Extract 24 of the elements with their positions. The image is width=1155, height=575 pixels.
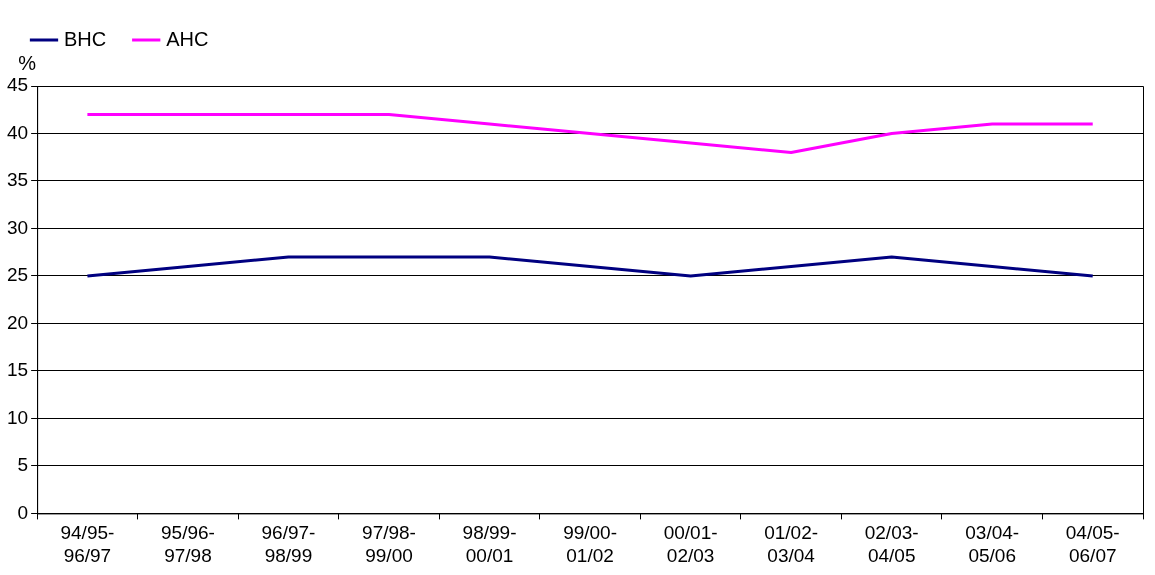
y-tick-label: 25: [6, 264, 29, 286]
x-tick-label: 04/05-06/07: [1065, 522, 1120, 566]
x-tick-label: 98/99-00/01: [462, 522, 517, 566]
x-tick-label: 03/04-05/06: [965, 522, 1020, 566]
y-tick-label: 10: [6, 406, 29, 428]
y-tick-label: 30: [6, 216, 29, 238]
x-tick-label: 00/01-02/03: [663, 522, 718, 566]
y-tick-label: 0: [17, 501, 29, 523]
y-tick-label: 5: [17, 454, 29, 476]
y-axis-title: %: [18, 51, 37, 74]
y-tick-label: 35: [6, 169, 29, 191]
x-tick-label: 01/02-03/04: [764, 522, 819, 566]
x-tick-label: 97/98-99/00: [362, 522, 416, 566]
y-tick-label: 15: [6, 359, 29, 381]
x-tick-label: 96/97-98/99: [261, 522, 316, 566]
x-tick-label: 99/00-01/02: [563, 522, 617, 566]
y-tick-label: 40: [6, 121, 29, 143]
x-tick-label: 95/96-97/98: [161, 522, 215, 566]
x-tick-label: 94/95-96/97: [60, 522, 115, 566]
y-tick-label: 45: [6, 74, 29, 96]
y-tick-label: 20: [6, 311, 29, 333]
x-tick-label: 02/03-04/05: [864, 522, 919, 566]
legend-label: AHC: [166, 27, 209, 50]
legend-label: BHC: [64, 27, 107, 50]
